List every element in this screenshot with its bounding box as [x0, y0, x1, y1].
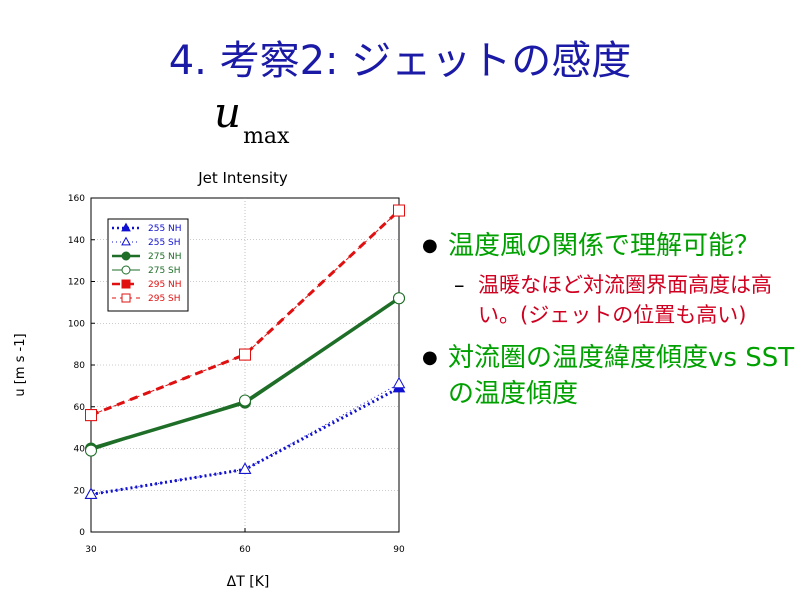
series-layer	[84, 204, 406, 499]
legend-marker	[121, 279, 131, 289]
legend-label: 295 SH	[148, 294, 181, 304]
data-point	[392, 376, 406, 389]
y-tick-label: 80	[74, 361, 86, 371]
dash-icon: –	[454, 273, 465, 297]
bullet-list: ● 温度風の関係で理解可能？ – 温暖なほど対流圏界面高度は高い。(ジェットの位…	[418, 228, 798, 418]
bullet-text: 対流圏の温度緯度傾度vs SSTの温度傾度	[448, 343, 795, 409]
sub-bullet-text: 温暖なほど対流圏界面高度は高い。(ジェットの位置も高い)	[478, 273, 772, 327]
bullet-item: ● 対流圏の温度緯度傾度vs SSTの温度傾度	[418, 340, 798, 412]
jet-intensity-chart: Jet Intensity 0 20 40 60 80 100 120 140 160 30 60 9…	[13, 169, 406, 590]
y-tick-label: 120	[68, 278, 85, 288]
legend-label: 255 NH	[148, 224, 182, 234]
bullet-item: ● 温度風の関係で理解可能？	[418, 228, 798, 264]
x-tick-label: 90	[393, 545, 405, 555]
bullet-dot-icon: ●	[422, 347, 438, 368]
legend-frame	[107, 218, 189, 312]
legend-label: 255 SH	[148, 238, 181, 248]
axis-ticks: 0 20 40 60 80 100 120 140 160 30 60 90	[68, 194, 405, 555]
legend-marker	[121, 265, 131, 275]
legend-marker	[121, 222, 131, 232]
math-subscript: max	[243, 124, 290, 149]
y-tick-label: 160	[68, 194, 85, 204]
umax-formula: umax	[214, 88, 289, 149]
x-tick-label: 30	[85, 545, 97, 555]
bullet-dot-icon: ●	[422, 235, 438, 256]
legend: 255 NH 255 SH 275 NH 275 SH 295 NH 295 SH	[107, 218, 189, 312]
data-point	[85, 409, 97, 422]
data-point	[238, 462, 252, 474]
sub-bullet-item: – 温暖なほど対流圏界面高度は高い。(ジェットの位置も高い)	[418, 270, 798, 330]
legend-label: 295 NH	[148, 280, 182, 290]
math-variable: u	[214, 88, 242, 137]
legend-label: 275 SH	[148, 266, 181, 276]
legend-marker	[121, 236, 131, 246]
slide-title: 4. 考察2: ジェットの感度	[168, 38, 632, 84]
y-tick-label: 60	[74, 403, 86, 413]
data-point	[239, 394, 251, 407]
x-axis-label: ΔT [K]	[227, 574, 270, 590]
data-point	[84, 487, 98, 499]
y-axis-label: u [m s -1]	[13, 333, 28, 396]
x-tick-label: 60	[239, 545, 251, 555]
chart-title: Jet Intensity	[197, 169, 288, 187]
y-tick-label: 40	[74, 445, 86, 455]
series-line	[90, 296, 400, 451]
bullet-text: 温度風の関係で理解可能？	[448, 231, 761, 261]
legend-label: 275 NH	[148, 252, 182, 262]
data-point	[393, 292, 405, 305]
y-tick-label: 140	[68, 236, 85, 246]
y-tick-label: 0	[79, 528, 85, 538]
data-point	[85, 444, 97, 457]
y-tick-label: 100	[68, 319, 85, 329]
legend-marker	[121, 251, 131, 261]
data-point	[393, 204, 405, 217]
y-tick-label: 20	[74, 486, 86, 496]
data-point	[239, 348, 251, 361]
legend-marker	[121, 293, 131, 303]
series-line	[90, 210, 400, 416]
